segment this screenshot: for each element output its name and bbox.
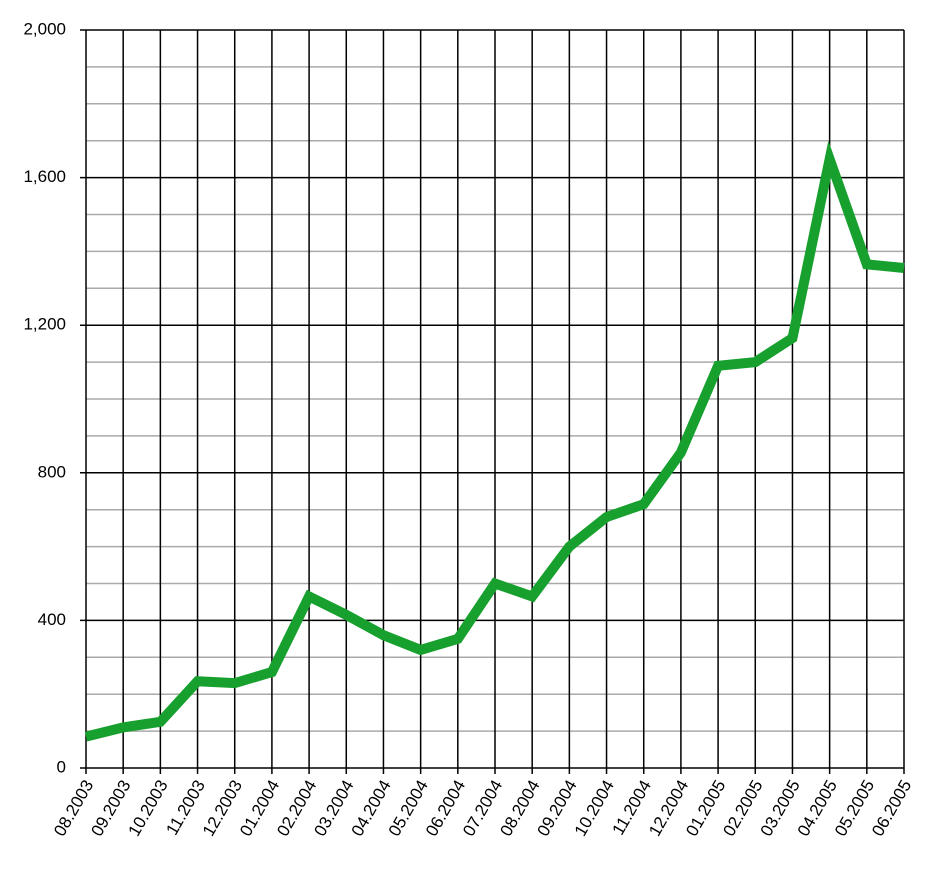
y-tick-label: 400 <box>38 610 66 629</box>
y-tick-label: 800 <box>38 462 66 481</box>
line-series <box>84 140 905 742</box>
y-tick-label: 0 <box>57 757 66 776</box>
y-tick-label: 2,000 <box>23 19 66 38</box>
y-tick-label: 1,200 <box>23 315 66 334</box>
y-tick-label: 1,600 <box>23 167 66 186</box>
